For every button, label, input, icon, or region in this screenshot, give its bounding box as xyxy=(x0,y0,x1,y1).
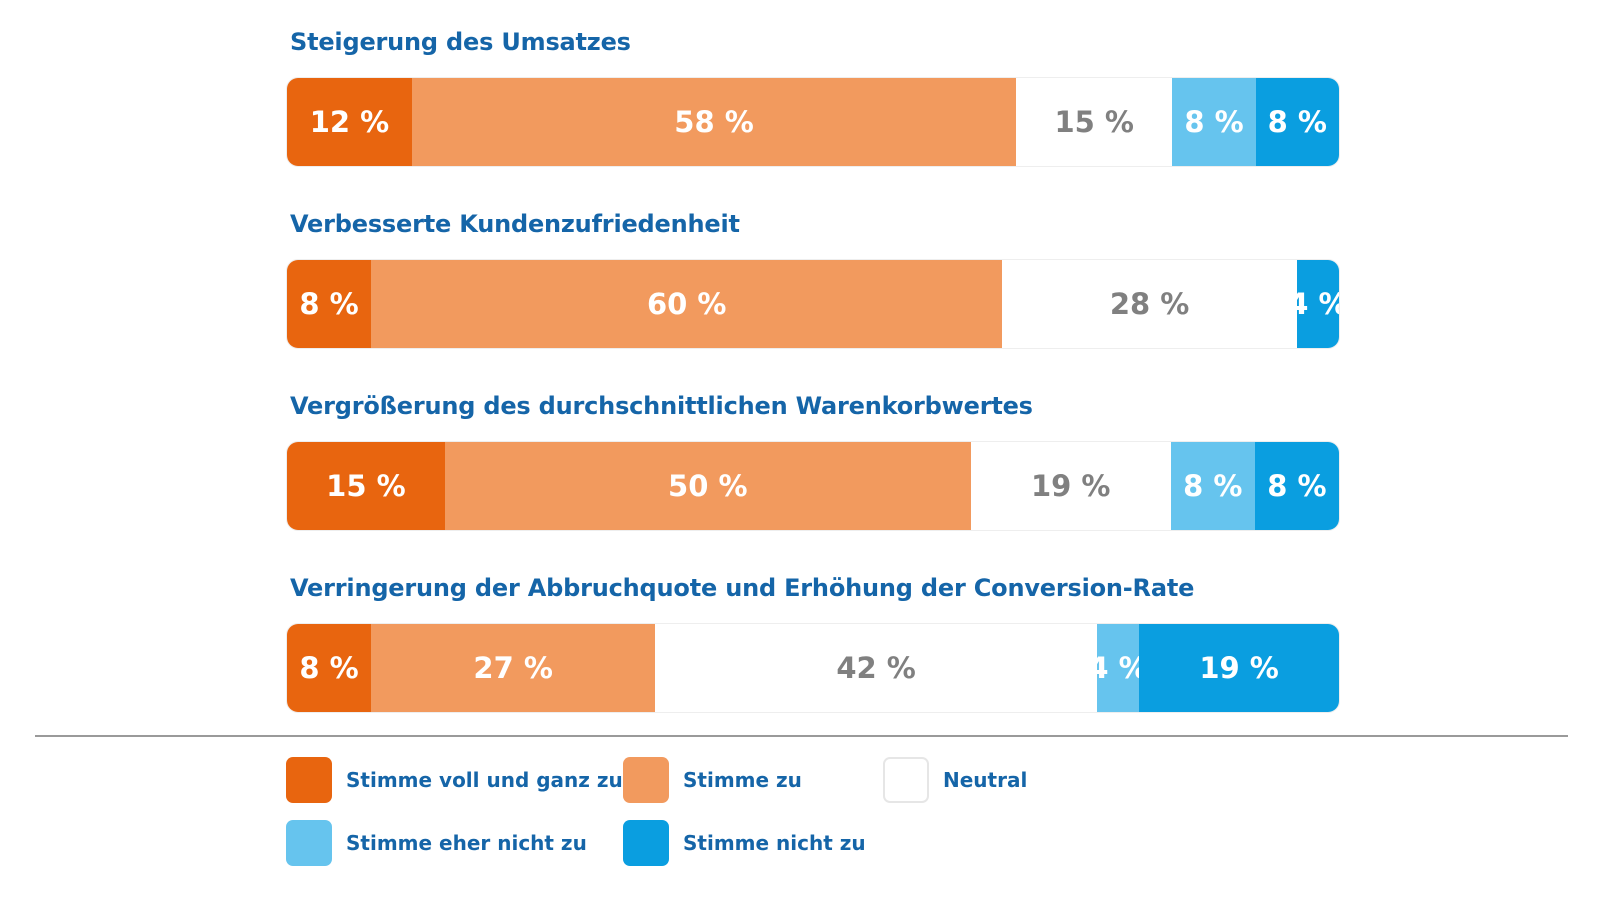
bar-segment: 8 % xyxy=(287,260,372,348)
bar-segment: 15 % xyxy=(1016,78,1173,166)
data-label: 8 % xyxy=(1267,105,1327,139)
legend-label: Stimme nicht zu xyxy=(683,831,866,855)
legend-item: Stimme voll und ganz zu xyxy=(286,757,623,803)
bar-segment: 8 % xyxy=(1170,442,1255,530)
data-label: 19 % xyxy=(1030,469,1111,503)
legend-swatch xyxy=(883,757,929,803)
data-label: 8 % xyxy=(1267,469,1327,503)
bar-segment: 8 % xyxy=(1172,78,1256,166)
legend-item: Stimme zu xyxy=(623,757,802,803)
bar-segment: 27 % xyxy=(371,624,656,712)
data-label: 58 % xyxy=(674,105,754,139)
stacked-bar: 8 % 27 % 42 % 4 % 19 % xyxy=(286,623,1340,713)
legend-swatch xyxy=(623,820,669,866)
stacked-bar: 12 % 58 % 15 % 8 % 8 % xyxy=(286,77,1340,167)
bar-segment: 19 % xyxy=(1139,624,1339,712)
data-label: 42 % xyxy=(836,651,916,685)
bar-segment: 4 % xyxy=(1288,260,1339,348)
data-label: 4 % xyxy=(1288,287,1339,321)
bar-segment: 28 % xyxy=(1002,260,1297,348)
legend-label: Stimme eher nicht zu xyxy=(346,831,587,855)
data-label: 60 % xyxy=(646,287,727,321)
bar-segment: 58 % xyxy=(411,78,1017,166)
row-title: Verringerung der Abbruchquote und Erhöhu… xyxy=(290,574,1195,602)
data-label: 50 % xyxy=(668,469,748,503)
data-label: 19 % xyxy=(1199,651,1279,685)
data-label: 8 % xyxy=(1184,105,1244,139)
bar-segment: 4 % xyxy=(1088,624,1148,712)
bar-segment: 8 % xyxy=(1255,78,1339,166)
data-label: 4 % xyxy=(1088,651,1148,685)
data-label: 8 % xyxy=(299,287,359,321)
bar-segment: 19 % xyxy=(970,442,1171,530)
legend-divider xyxy=(35,735,1568,737)
stacked-bar: 8 % 60 % 28 % 4 % xyxy=(286,259,1340,349)
legend-label: Neutral xyxy=(943,768,1028,792)
data-label: 8 % xyxy=(299,651,359,685)
data-label: 8 % xyxy=(1183,469,1243,503)
legend-swatch xyxy=(286,820,332,866)
bar-segment: 8 % xyxy=(1254,442,1339,530)
bar-segment: 12 % xyxy=(287,78,412,166)
bar-segment: 8 % xyxy=(287,624,372,712)
bar-segment: 42 % xyxy=(655,624,1097,712)
data-label: 28 % xyxy=(1109,287,1190,321)
data-label: 12 % xyxy=(309,105,390,139)
legend-item: Stimme eher nicht zu xyxy=(286,820,587,866)
row-title: Verbesserte Kundenzufriedenheit xyxy=(290,210,740,238)
legend-swatch xyxy=(286,757,332,803)
bar-segment: 50 % xyxy=(444,442,971,530)
row-title: Vergrößerung des durchschnittlichen Ware… xyxy=(290,392,1033,420)
row-title: Steigerung des Umsatzes xyxy=(290,28,631,56)
bar-segment: 60 % xyxy=(371,260,1003,348)
bar-segment: 15 % xyxy=(287,442,445,530)
stacked-bar: 15 % 50 % 19 % 8 % 8 % xyxy=(286,441,1340,531)
data-label: 27 % xyxy=(473,651,553,685)
legend-item: Neutral xyxy=(883,757,1027,803)
legend-swatch xyxy=(623,757,669,803)
data-label: 15 % xyxy=(326,469,406,503)
data-label: 15 % xyxy=(1054,105,1134,139)
legend-label: Stimme voll und ganz zu xyxy=(346,768,623,792)
legend-item: Stimme nicht zu xyxy=(623,820,866,866)
legend-label: Stimme zu xyxy=(683,768,802,792)
